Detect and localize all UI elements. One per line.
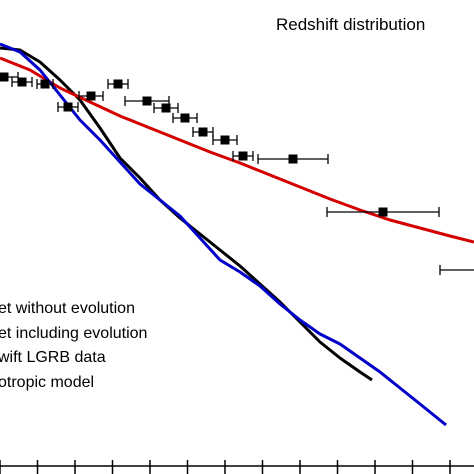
- legend-label-isotropic-model: otropic model: [0, 374, 94, 391]
- chart-curves: [0, 42, 474, 427]
- legend: et without evolution et including evolut…: [0, 300, 147, 391]
- data-marker: [378, 207, 388, 217]
- data-marker: [40, 79, 50, 89]
- data-marker: [180, 113, 190, 123]
- data-marker: [113, 79, 123, 89]
- data-marker: [238, 151, 248, 161]
- chart-data-points: [0, 72, 474, 275]
- legend-label-including-evolution: et including evolution: [0, 325, 147, 342]
- data-marker: [86, 91, 96, 101]
- data-marker: [63, 102, 73, 112]
- data-marker: [142, 96, 152, 106]
- data-point: [107, 79, 129, 89]
- curve-including-evolution: [0, 56, 474, 244]
- data-point: [257, 154, 329, 164]
- data-point: [232, 151, 254, 161]
- data-marker: [220, 135, 230, 145]
- data-marker: [0, 72, 9, 82]
- data-point: [212, 135, 238, 145]
- legend-label-lgrb-data: wift LGRB data: [0, 349, 106, 366]
- data-marker: [161, 103, 171, 113]
- data-point: [439, 265, 474, 275]
- data-point: [192, 127, 214, 137]
- data-point: [57, 102, 79, 112]
- curve-isotropic-model: [0, 42, 447, 427]
- data-marker: [198, 127, 208, 137]
- data-point: [326, 207, 440, 217]
- legend-label-without-evolution: et without evolution: [0, 300, 135, 317]
- data-point: [78, 91, 104, 101]
- data-point: [0, 72, 19, 82]
- chart-title: Redshift distribution: [276, 15, 425, 34]
- data-point: [153, 103, 179, 113]
- data-point: [36, 79, 54, 89]
- data-point: [172, 113, 198, 123]
- data-marker: [17, 77, 27, 87]
- x-axis: [0, 460, 474, 474]
- data-marker: [288, 154, 298, 164]
- data-point: [11, 77, 33, 87]
